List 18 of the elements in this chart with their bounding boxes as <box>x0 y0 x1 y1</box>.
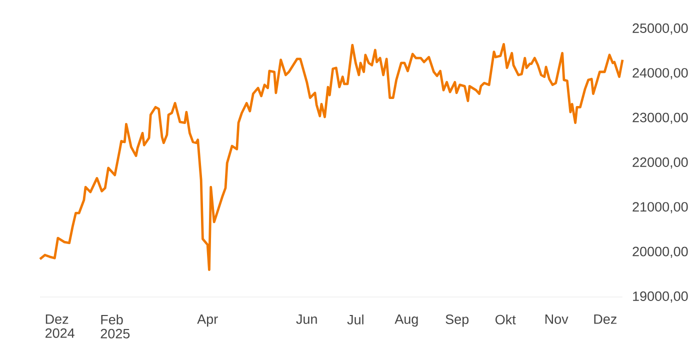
y-tick-label: 22000,00 <box>632 157 688 169</box>
y-tick-label: 21000,00 <box>632 202 688 214</box>
x-tick-label: Dez <box>594 314 616 324</box>
x-tick-label: Okt <box>495 314 516 324</box>
x-tick-label: Apr <box>197 314 218 327</box>
x-tick-label: Jun <box>296 314 317 324</box>
x-tick-label: Feb 2025 <box>100 314 130 338</box>
x-tick-label: Jul <box>347 314 364 324</box>
y-tick-label: 24000,00 <box>632 68 688 80</box>
y-tick-label: 20000,00 <box>632 246 688 258</box>
x-tick-label: Aug <box>394 314 418 327</box>
y-tick-label: 25000,00 <box>632 23 688 35</box>
x-tick-label: Nov <box>545 314 568 324</box>
y-tick-label: 19000,00 <box>633 291 688 303</box>
y-tick-label: 23000,00 <box>632 112 688 124</box>
x-tick-label: Dez 2024 <box>45 314 74 338</box>
line-series <box>38 42 624 271</box>
x-tick-label: Sep <box>446 314 469 327</box>
